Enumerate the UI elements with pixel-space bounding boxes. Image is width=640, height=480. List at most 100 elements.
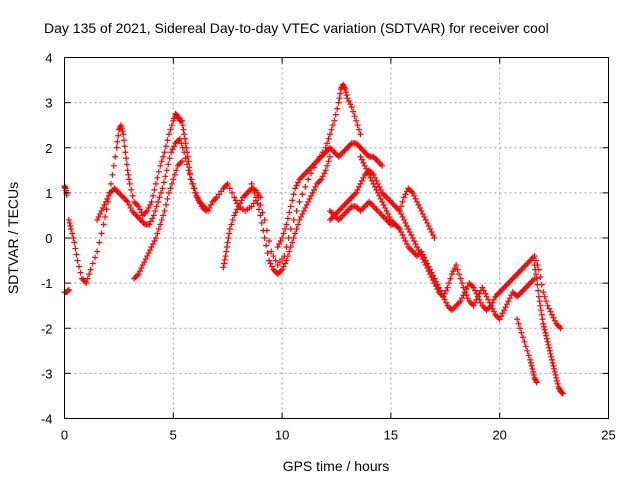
- data-point: [124, 198, 131, 205]
- data-point: [83, 280, 90, 287]
- data-point: [195, 197, 202, 204]
- data-point: [519, 334, 526, 341]
- data-point: [181, 135, 188, 142]
- data-point: [264, 250, 271, 257]
- data-point: [226, 230, 233, 237]
- data-point: [165, 189, 172, 196]
- y-tick-label: 4: [45, 51, 52, 66]
- data-point: [477, 299, 484, 306]
- y-tick-label: 3: [45, 96, 52, 111]
- data-point: [342, 89, 349, 96]
- data-point: [530, 368, 537, 375]
- data-point: [308, 170, 315, 177]
- data-point: [514, 316, 521, 323]
- data-point: [422, 262, 429, 269]
- data-point: [150, 212, 157, 219]
- data-point: [145, 204, 152, 211]
- data-point: [68, 225, 75, 232]
- data-point: [334, 105, 341, 112]
- data-point: [541, 293, 548, 300]
- data-point: [552, 371, 559, 378]
- data-point: [163, 143, 170, 150]
- data-point: [515, 320, 522, 327]
- data-point: [347, 101, 354, 108]
- data-point: [336, 95, 343, 102]
- data-point: [110, 162, 117, 169]
- data-point: [279, 235, 286, 241]
- data-point: [550, 314, 557, 321]
- data-point: [287, 244, 294, 251]
- data-point: [161, 149, 168, 156]
- data-point: [120, 131, 127, 138]
- data-point: [155, 198, 162, 205]
- data-point: [165, 161, 172, 168]
- data-point: [178, 140, 185, 147]
- data-point: [305, 198, 312, 205]
- data-point: [296, 198, 303, 205]
- data-point: [299, 191, 306, 198]
- data-point: [409, 235, 416, 241]
- data-point: [441, 296, 448, 303]
- data-point: [533, 379, 540, 386]
- data-point: [268, 248, 275, 255]
- data-point: [431, 235, 438, 241]
- data-point: [65, 216, 72, 223]
- data-point: [74, 257, 81, 264]
- data-point: [185, 158, 192, 165]
- data-point: [517, 325, 524, 332]
- x-tick-label: 5: [170, 428, 177, 443]
- data-point: [490, 296, 497, 303]
- data-point: [324, 140, 331, 147]
- data-point: [157, 162, 164, 169]
- data-point: [343, 92, 350, 99]
- data-point: [234, 206, 241, 213]
- data-point: [537, 302, 544, 309]
- data-point: [287, 203, 294, 210]
- data-point: [553, 374, 560, 381]
- data-point: [402, 238, 409, 245]
- data-point: [65, 287, 72, 294]
- data-point: [398, 210, 405, 217]
- data-point: [428, 228, 435, 235]
- data-point: [386, 213, 393, 220]
- data-point: [383, 207, 390, 214]
- data-point: [138, 265, 145, 272]
- data-point: [540, 320, 547, 327]
- data-point: [546, 344, 553, 351]
- data-point: [547, 308, 554, 315]
- data-point: [460, 284, 467, 291]
- data-point: [155, 168, 162, 175]
- data-point: [406, 228, 413, 235]
- data-point: [536, 298, 543, 305]
- data-point: [447, 275, 454, 282]
- data-point: [400, 216, 407, 223]
- data-point: [376, 192, 383, 199]
- data-point: [67, 222, 74, 229]
- data-point: [184, 161, 191, 168]
- data-point: [71, 239, 78, 246]
- data-point: [540, 323, 547, 330]
- data-point: [223, 248, 230, 255]
- data-point: [326, 153, 333, 160]
- data-point: [496, 316, 503, 323]
- data-point: [152, 207, 159, 214]
- data-point: [543, 298, 550, 305]
- data-point: [153, 203, 160, 210]
- data-point: [354, 186, 361, 193]
- data-point: [559, 389, 566, 396]
- data-point: [112, 153, 119, 160]
- data-point: [355, 126, 362, 133]
- data-point: [170, 176, 177, 183]
- data-point: [113, 144, 120, 151]
- data-point: [290, 216, 297, 223]
- data-point: [266, 238, 273, 245]
- data-point: [416, 250, 423, 257]
- data-point: [292, 230, 299, 237]
- data-point: [379, 162, 386, 169]
- data-point: [353, 117, 360, 124]
- data-point: [147, 218, 154, 225]
- data-point: [415, 201, 422, 208]
- data-point: [160, 212, 167, 219]
- data-point: [168, 122, 175, 129]
- data-point: [176, 135, 183, 142]
